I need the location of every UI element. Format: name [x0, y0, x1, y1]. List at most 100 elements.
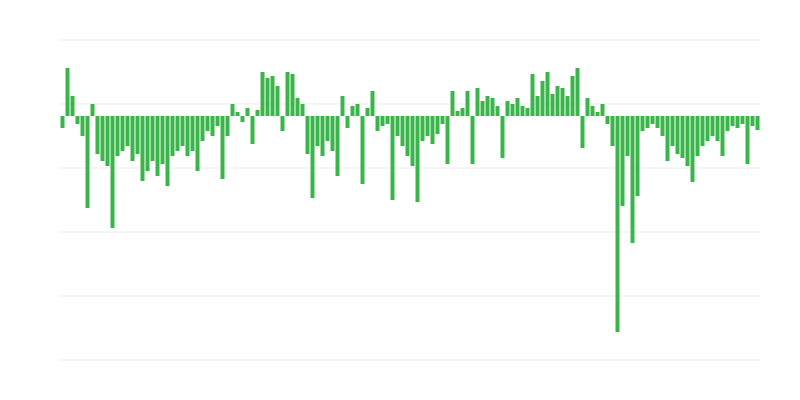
bar	[95, 116, 100, 154]
bar	[100, 116, 105, 161]
bar	[285, 72, 290, 116]
bar	[265, 78, 270, 116]
bar	[460, 108, 465, 116]
bar	[585, 98, 590, 116]
bar	[690, 116, 695, 182]
bar	[745, 116, 750, 164]
bar	[365, 108, 370, 116]
bar	[675, 116, 680, 154]
bar	[645, 116, 650, 128]
bar	[440, 116, 445, 124]
bar	[515, 98, 520, 116]
bar	[155, 116, 160, 176]
bar	[635, 116, 640, 196]
bar	[260, 72, 265, 116]
bar	[140, 116, 145, 181]
bar	[290, 74, 295, 116]
bar	[670, 116, 675, 146]
bar	[220, 116, 225, 179]
bar	[620, 116, 625, 206]
bar	[225, 116, 230, 136]
bar	[430, 116, 435, 144]
bar	[420, 116, 425, 141]
bar	[605, 116, 610, 124]
bar	[535, 96, 540, 116]
bar	[625, 116, 630, 156]
bar	[120, 116, 125, 151]
bar	[175, 116, 180, 151]
bar	[475, 88, 480, 116]
bar	[530, 74, 535, 116]
bar	[655, 116, 660, 128]
bar	[125, 116, 130, 146]
bar	[465, 91, 470, 116]
bar	[115, 116, 120, 156]
bar	[490, 98, 495, 116]
bar	[665, 116, 670, 161]
bar	[685, 116, 690, 166]
bar	[395, 116, 400, 136]
bar	[385, 116, 390, 124]
bar	[615, 116, 620, 332]
bar	[145, 116, 150, 171]
bar	[325, 116, 330, 141]
bar	[405, 116, 410, 156]
bar	[65, 68, 70, 116]
bar	[750, 116, 755, 126]
bar	[245, 108, 250, 116]
bar	[450, 91, 455, 116]
bar	[485, 96, 490, 116]
bar	[715, 116, 720, 141]
bar	[705, 116, 710, 141]
bar	[75, 116, 80, 124]
bar	[250, 116, 255, 144]
bar	[315, 116, 320, 146]
bar	[375, 116, 380, 131]
bar	[205, 116, 210, 131]
bar	[455, 111, 460, 116]
bar	[525, 108, 530, 116]
bar	[425, 116, 430, 136]
bar	[60, 116, 65, 128]
bar	[215, 116, 220, 126]
bar	[240, 116, 245, 122]
bar	[495, 106, 500, 116]
bar	[600, 104, 605, 116]
bar	[735, 116, 740, 128]
bar	[195, 116, 200, 171]
bar	[500, 116, 505, 158]
bar	[390, 116, 395, 200]
bar	[230, 104, 235, 116]
bar	[90, 104, 95, 116]
bar	[200, 116, 205, 141]
bar	[400, 116, 405, 146]
bar	[345, 116, 350, 128]
bar	[565, 96, 570, 116]
bar	[730, 116, 735, 126]
bar	[135, 116, 140, 154]
bar	[310, 116, 315, 198]
bar	[280, 116, 285, 131]
bar	[700, 116, 705, 146]
bar	[110, 116, 115, 228]
bar	[380, 116, 385, 126]
bar	[695, 116, 700, 156]
bar	[350, 106, 355, 116]
bar	[755, 116, 760, 130]
bar	[480, 101, 485, 116]
bar	[335, 116, 340, 176]
bar	[520, 106, 525, 116]
bar	[630, 116, 635, 243]
bar	[660, 116, 665, 136]
bar	[560, 88, 565, 116]
bar	[650, 116, 655, 124]
bar	[180, 116, 185, 146]
bar	[410, 116, 415, 166]
bar	[165, 116, 170, 186]
bar	[555, 86, 560, 116]
bar	[580, 116, 585, 148]
bar	[505, 101, 510, 116]
bar	[595, 112, 600, 116]
bar	[105, 116, 110, 166]
